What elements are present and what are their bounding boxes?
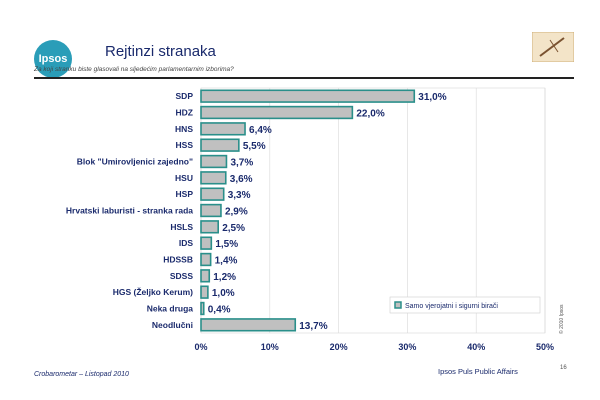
data-label: 1,2%	[213, 272, 236, 283]
x-tick-label: 10%	[261, 342, 279, 352]
x-tick-label: 30%	[398, 342, 416, 352]
category-label: Neodlučni	[152, 320, 193, 330]
data-label: 2,5%	[222, 223, 245, 234]
data-label: 1,0%	[212, 288, 235, 299]
footer-source: Crobarometar – Listopad 2010	[34, 371, 129, 378]
category-label: Neka druga	[147, 304, 194, 314]
category-label: HSS	[176, 140, 194, 150]
bar	[200, 105, 354, 120]
category-label: SDP	[176, 91, 194, 101]
data-label: 2,9%	[225, 207, 248, 218]
bar	[200, 220, 220, 234]
legend-box	[389, 296, 541, 314]
data-label: 6,4%	[249, 125, 272, 136]
data-label: 0,4%	[208, 305, 231, 316]
pen-paper-icon	[532, 32, 574, 62]
bar	[200, 236, 213, 250]
data-label: 22,0%	[356, 109, 384, 120]
x-tick-label: 0%	[194, 342, 207, 352]
bar	[200, 203, 222, 218]
bar	[200, 301, 205, 316]
category-label: HNS	[175, 124, 193, 134]
category-label: HDSSB	[163, 255, 193, 265]
page-number: 16	[560, 365, 567, 371]
footer-company: Ipsos Puls Public Affairs	[438, 367, 518, 376]
bar	[200, 187, 225, 201]
legend-swatch	[394, 301, 402, 309]
x-tick-label: 50%	[536, 342, 554, 352]
bar	[200, 122, 246, 136]
bar	[200, 252, 212, 267]
data-label: 3,6%	[230, 174, 253, 185]
header-divider	[34, 77, 574, 79]
data-label: 31,0%	[418, 92, 446, 103]
bar	[200, 89, 416, 103]
bar	[200, 138, 240, 152]
bar	[200, 171, 227, 185]
bar	[200, 285, 209, 299]
data-label: 13,7%	[299, 321, 327, 332]
bar	[200, 318, 297, 332]
x-tick-label: 20%	[330, 342, 348, 352]
page-title: Rejtinzi stranaka	[105, 43, 216, 60]
ipsos-logo: Ipsos	[34, 40, 72, 78]
category-label: HDZ	[176, 108, 193, 118]
category-label: HGS (Željko Kerum)	[113, 286, 193, 297]
category-label: SDSS	[170, 271, 193, 281]
data-label: 3,7%	[230, 158, 253, 169]
data-label: 3,3%	[228, 190, 251, 201]
data-label: 5,5%	[243, 141, 266, 152]
bar	[200, 154, 228, 169]
category-label: HSP	[176, 189, 194, 199]
legend-label: Samo vjerojatni i sigurni birači	[405, 303, 498, 310]
category-label: IDS	[179, 238, 194, 248]
survey-question: Za koji stranku biste glasovali na sljed…	[34, 66, 234, 73]
category-label: HSU	[175, 173, 193, 183]
category-label: Blok "Umirovljenici zajedno"	[77, 157, 193, 167]
category-label: HSLS	[170, 222, 193, 232]
x-tick-label: 40%	[467, 342, 485, 352]
data-label: 1,4%	[215, 256, 238, 267]
category-label: Hrvatski laburisti - stranka rada	[66, 206, 193, 216]
copyright-note: © 2010 Ipsos	[559, 304, 565, 334]
data-label: 1,5%	[215, 239, 238, 250]
bar	[200, 269, 211, 283]
